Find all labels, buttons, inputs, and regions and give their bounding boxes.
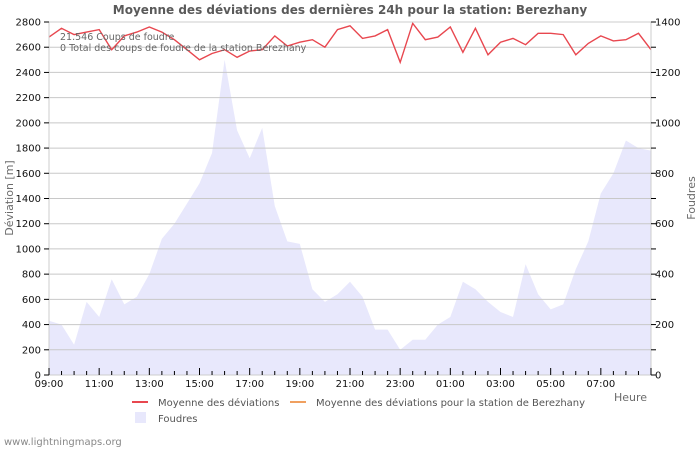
x-tick-label: 05:00 bbox=[536, 379, 565, 390]
gridlines bbox=[49, 46, 651, 351]
x-tick-label: 19:00 bbox=[285, 379, 314, 390]
x-axis: 09:00 11:00 13:00 15:00 17:00 19:00 21:00 23:00… bbox=[35, 368, 652, 390]
x-tick-label: 07:00 bbox=[586, 379, 615, 390]
y2-axis-label: Foudres bbox=[685, 176, 698, 220]
foudres-area bbox=[49, 59, 651, 376]
y2-tick-label: 800 bbox=[655, 169, 674, 180]
legend-label-station-deviation: Moyenne des déviations pour la station d… bbox=[316, 397, 585, 409]
y2-tick-label: 1400 bbox=[655, 18, 680, 29]
y-axis-left: 0 200 400 600 800 1000 1200 1400 1600 1800 2000 220… bbox=[16, 18, 49, 382]
y-tick-label: 2800 bbox=[16, 18, 41, 29]
y-tick-label: 1400 bbox=[16, 194, 41, 205]
x-tick-label: 17:00 bbox=[235, 379, 264, 390]
x-axis-label: Heure bbox=[614, 391, 647, 404]
legend-label-foudres: Foudres bbox=[158, 414, 197, 425]
y-tick-label: 1000 bbox=[16, 244, 41, 255]
footer-site-link[interactable]: www.lightningmaps.org bbox=[4, 437, 122, 448]
y2-tick-label: 1000 bbox=[655, 118, 680, 129]
annotation-station-total: 0 Total des coups de foudre de la statio… bbox=[60, 43, 307, 54]
y2-tick-label: 0 bbox=[655, 371, 661, 382]
x-tick-label: 03:00 bbox=[486, 379, 515, 390]
x-tick-label: 23:00 bbox=[386, 379, 415, 390]
x-tick-label: 01:00 bbox=[436, 379, 465, 390]
y-tick-label: 600 bbox=[22, 295, 41, 306]
y-axis-right: 0 200 400 600 800 1000 1200 1400 bbox=[651, 18, 680, 382]
y-tick-label: 2000 bbox=[16, 118, 41, 129]
x-tick-label: 09:00 bbox=[35, 379, 64, 390]
legend: Moyenne des déviations Moyenne des dévia… bbox=[132, 397, 585, 425]
y-tick-label: 800 bbox=[22, 270, 41, 281]
legend-label-deviation: Moyenne des déviations bbox=[158, 397, 279, 409]
legend-swatch-foudres bbox=[135, 412, 146, 423]
y-tick-label: 200 bbox=[22, 345, 41, 356]
chart-title: Moyenne des déviations des dernières 24h… bbox=[113, 3, 588, 17]
y2-tick-label: 600 bbox=[655, 219, 674, 230]
y-tick-label: 2600 bbox=[16, 43, 41, 54]
y-tick-label: 0 bbox=[35, 371, 41, 382]
deviation-line bbox=[48, 21, 652, 65]
y-tick-label: 400 bbox=[22, 320, 41, 331]
y-tick-label: 1600 bbox=[16, 169, 41, 180]
y-tick-label: 2200 bbox=[16, 93, 41, 104]
x-tick-label: 15:00 bbox=[185, 379, 214, 390]
annotation-strikes: 21.546 Coups de foudre bbox=[60, 32, 175, 43]
x-tick-label: 21:00 bbox=[336, 379, 365, 390]
y-tick-label: 2400 bbox=[16, 68, 41, 79]
y2-tick-label: 1200 bbox=[655, 68, 680, 79]
x-tick-label: 11:00 bbox=[85, 379, 114, 390]
y-tick-label: 1200 bbox=[16, 219, 41, 230]
y-axis-label: Déviation [m] bbox=[3, 160, 16, 235]
y2-tick-label: 400 bbox=[655, 270, 674, 281]
y2-tick-label: 200 bbox=[655, 320, 674, 331]
y-tick-label: 1800 bbox=[16, 144, 41, 155]
x-tick-label: 13:00 bbox=[135, 379, 164, 390]
